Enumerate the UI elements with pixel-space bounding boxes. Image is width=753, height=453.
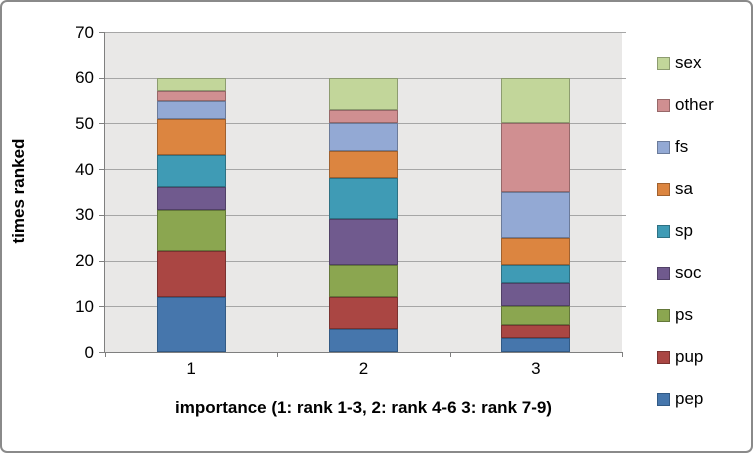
bar-segment-fs-cat1[interactable] — [156, 100, 226, 119]
x-axis-line — [105, 352, 623, 353]
bar-segment-sp-cat2[interactable] — [329, 178, 398, 220]
bar-segment-pep-cat2[interactable] — [329, 329, 398, 352]
legend-item-ps[interactable]: ps — [657, 305, 714, 324]
bar-segment-soc-cat2[interactable] — [329, 219, 398, 266]
y-tick-mark-70 — [99, 32, 105, 33]
legend-label-sp: sp — [675, 221, 693, 240]
bar-segment-fs-cat3[interactable] — [501, 192, 571, 238]
bar-segment-sa-cat1[interactable] — [156, 118, 226, 156]
y-tick-label-30: 30 — [75, 205, 94, 225]
bar-segment-pep-cat1[interactable] — [156, 297, 226, 352]
legend-label-sex: sex — [675, 53, 702, 72]
bar-segment-pup-cat3[interactable] — [501, 324, 571, 339]
y-tick-mark-10 — [99, 306, 105, 308]
y-tick-label-60: 60 — [75, 68, 94, 88]
y-tick-label-70: 70 — [75, 22, 94, 42]
bar-segment-sp-cat3[interactable] — [501, 265, 571, 284]
x-tick-mark-1 — [277, 352, 279, 357]
legend-item-soc[interactable]: soc — [657, 263, 714, 282]
bar-segment-pup-cat2[interactable] — [329, 297, 398, 330]
bar-segment-other-cat3[interactable] — [501, 123, 571, 192]
bar-segment-fs-cat2[interactable] — [329, 123, 398, 151]
legend-swatch-fs — [657, 140, 670, 154]
y-tick-label-20: 20 — [75, 251, 94, 271]
bar-segment-soc-cat1[interactable] — [156, 187, 226, 211]
y-tick-label-10: 10 — [75, 296, 94, 316]
legend-item-sex[interactable]: sex — [657, 53, 714, 72]
legend-swatch-sp — [657, 224, 670, 238]
x-tick-label-1: 1 — [186, 359, 196, 378]
x-tick-mark-3 — [622, 352, 623, 357]
y-tick-mark-60 — [99, 77, 105, 79]
legend-label-other: other — [675, 95, 714, 114]
legend-swatch-other — [657, 98, 670, 112]
legend-label-soc: soc — [675, 263, 702, 282]
bar-segment-sex-cat1[interactable] — [156, 77, 226, 92]
bar-segment-sex-cat2[interactable] — [329, 77, 398, 110]
bar-segment-sex-cat3[interactable] — [501, 77, 571, 124]
y-tick-mark-50 — [99, 123, 105, 125]
y-tick-mark-40 — [99, 169, 105, 171]
bar-segment-sp-cat1[interactable] — [156, 155, 226, 188]
plot-area — [105, 32, 626, 352]
x-tick-label-3: 3 — [531, 359, 541, 378]
legend-swatch-pep — [657, 392, 670, 406]
legend-label-sa: sa — [675, 179, 693, 198]
y-axis-title: times ranked — [9, 138, 28, 244]
legend-item-sa[interactable]: sa — [657, 179, 714, 198]
bar-segment-ps-cat2[interactable] — [329, 265, 398, 298]
gridline-y70 — [105, 32, 626, 33]
bar-segment-other-cat2[interactable] — [329, 109, 398, 124]
legend-label-ps: ps — [675, 305, 693, 324]
bar-segment-soc-cat3[interactable] — [501, 283, 571, 307]
y-tick-mark-0 — [99, 352, 105, 353]
legend-label-fs: fs — [675, 137, 689, 156]
legend-swatch-soc — [657, 266, 670, 280]
bar-segment-sa-cat3[interactable] — [501, 237, 571, 266]
bar-segment-ps-cat1[interactable] — [156, 210, 226, 252]
x-tick-label-2: 2 — [358, 359, 369, 378]
y-axis-line — [104, 32, 105, 353]
legend-item-other[interactable]: other — [657, 95, 714, 114]
legend: sex other fs sa sp soc ps pup pep — [657, 53, 714, 408]
legend-swatch-pup — [657, 350, 670, 364]
bar-segment-pep-cat3[interactable] — [501, 338, 571, 352]
y-tick-mark-20 — [99, 260, 105, 262]
x-axis-title: importance (1: rank 1-3, 2: rank 4-6 3: … — [175, 398, 552, 417]
bar-segment-sa-cat2[interactable] — [329, 150, 398, 179]
y-tick-label-40: 40 — [75, 159, 94, 179]
legend-item-fs[interactable]: fs — [657, 137, 714, 156]
legend-label-pup: pup — [675, 347, 704, 366]
legend-label-pep: pep — [675, 389, 704, 408]
y-tick-mark-30 — [99, 214, 105, 216]
bar-segment-ps-cat3[interactable] — [501, 306, 571, 325]
x-tick-mark-0 — [105, 352, 106, 357]
legend-item-sp[interactable]: sp — [657, 221, 714, 240]
legend-swatch-ps — [657, 308, 670, 322]
legend-swatch-sa — [657, 182, 670, 196]
x-tick-mark-2 — [449, 352, 451, 357]
y-tick-label-50: 50 — [75, 113, 94, 133]
y-tick-label-0: 0 — [84, 342, 94, 362]
bar-segment-pup-cat1[interactable] — [156, 251, 226, 298]
bar-segment-other-cat1[interactable] — [156, 91, 226, 101]
legend-swatch-sex — [657, 56, 670, 70]
legend-item-pup[interactable]: pup — [657, 347, 714, 366]
legend-item-pep[interactable]: pep — [657, 389, 714, 408]
